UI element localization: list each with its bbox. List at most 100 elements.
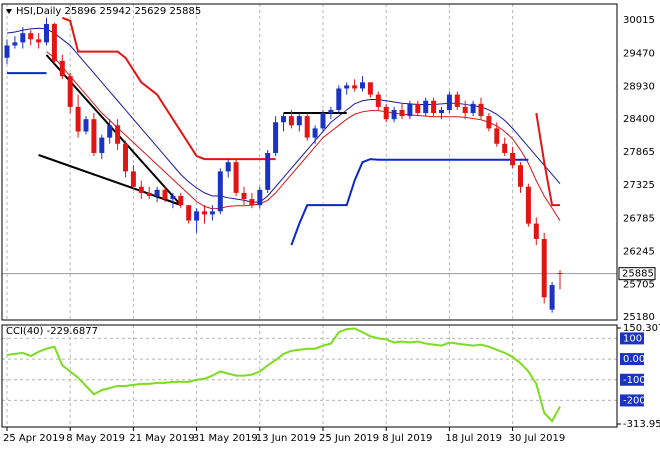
candle-body xyxy=(399,109,405,117)
candle-body xyxy=(217,171,223,212)
last-price-label: 25885 xyxy=(622,269,654,280)
overlay-line xyxy=(61,16,276,161)
candle-body xyxy=(273,122,279,153)
level-label-box xyxy=(620,394,644,407)
candle-body xyxy=(67,76,73,107)
candle-body xyxy=(130,171,136,187)
candle-body xyxy=(20,33,26,43)
candle-body xyxy=(75,106,81,132)
menu-arrow xyxy=(6,9,12,14)
candle-body xyxy=(328,109,334,114)
indicator-frame xyxy=(1,324,618,428)
candle-body xyxy=(225,162,231,172)
candle-body xyxy=(265,152,271,190)
candle-body xyxy=(367,82,373,95)
y-tick-label: 29470 xyxy=(623,48,655,59)
overlay-line xyxy=(290,158,529,246)
x-tick-label: 13 Jun 2019 xyxy=(256,433,316,444)
y-tick-label: 26785 xyxy=(623,213,655,224)
candle-body xyxy=(320,113,326,129)
candle-body xyxy=(383,106,389,120)
candle-body xyxy=(233,162,239,193)
candle-body xyxy=(431,100,437,114)
overlay-line xyxy=(6,27,561,203)
x-tick-label: 8 Jul 2019 xyxy=(382,433,432,444)
y-tick-label: 25180 xyxy=(623,312,655,323)
candle-body xyxy=(533,223,539,239)
candle-body xyxy=(138,186,144,193)
y-tick-label: 25705 xyxy=(623,280,655,291)
candle-body xyxy=(115,125,121,144)
candle-body xyxy=(525,186,531,224)
x-tick-label: 21 May 2019 xyxy=(129,433,194,444)
candle-body xyxy=(257,189,263,206)
candle-body xyxy=(549,285,555,310)
candle-body xyxy=(99,137,105,153)
overlay-line xyxy=(535,112,560,207)
candle-body xyxy=(541,238,547,298)
y-tick-label: -200 xyxy=(623,395,646,406)
candle-body xyxy=(170,195,176,200)
candle-body xyxy=(4,45,10,58)
candle-body xyxy=(336,88,342,110)
candle-body xyxy=(352,85,358,89)
overlay-line xyxy=(46,51,561,221)
candle-body xyxy=(502,143,508,153)
y-tick-label: 27865 xyxy=(623,147,655,158)
level-label-box xyxy=(620,373,644,386)
candle-body xyxy=(83,119,89,132)
candle-body xyxy=(154,189,160,196)
candle-body xyxy=(391,109,397,120)
candle-body xyxy=(288,116,294,126)
x-tick-label: 31 May 2019 xyxy=(193,433,258,444)
y-tick-label: 100 xyxy=(623,333,642,344)
candle-body xyxy=(186,205,192,221)
labels-layer: 30015 29470 28930 28400 27865 27325 26785 26245… xyxy=(3,15,660,444)
candle-body xyxy=(415,103,421,114)
level-label-box xyxy=(620,353,644,366)
candle-body xyxy=(162,189,168,200)
candle-body xyxy=(241,192,247,200)
candle-body xyxy=(478,103,484,117)
candle-body xyxy=(312,128,318,138)
y-tick-label: 27325 xyxy=(623,180,655,191)
candle-body xyxy=(375,94,381,107)
y-tick-label: -100 xyxy=(623,375,646,386)
candle-body xyxy=(462,106,468,114)
main-frame xyxy=(1,3,618,321)
x-tick-label: 30 Jul 2019 xyxy=(509,433,566,444)
candle-body xyxy=(486,116,492,129)
y-tick-label: 0.00 xyxy=(623,354,645,365)
candle-body xyxy=(494,128,500,144)
candle-body xyxy=(123,143,128,172)
candle-body xyxy=(36,39,42,43)
candle-body xyxy=(344,85,350,89)
y-tick-label: 150.3071 xyxy=(623,323,660,334)
x-tick-label: 18 Jul 2019 xyxy=(445,433,502,444)
candle-body xyxy=(51,23,57,61)
candle-body xyxy=(107,125,113,138)
y-tick-label: 26245 xyxy=(623,247,655,258)
y-tick-label: 30015 xyxy=(623,15,655,26)
candle-body xyxy=(439,109,444,114)
indicator-title: CCI(40) -229.6877 xyxy=(6,326,98,337)
candle-body xyxy=(178,195,184,206)
candle-body xyxy=(518,165,523,187)
candle-body xyxy=(423,100,429,114)
y-tick-label: -313.9500 xyxy=(623,419,660,430)
chart-title: HSI,Daily 25896 25942 25629 25885 xyxy=(16,6,201,17)
candle-body xyxy=(209,211,215,215)
y-tick-label: 28930 xyxy=(623,82,655,93)
candle-body xyxy=(202,211,207,215)
candle-body xyxy=(296,116,302,126)
grid-layer xyxy=(2,4,621,427)
x-tick-label: 25 Apr 2019 xyxy=(3,433,65,444)
indicator-line xyxy=(6,327,561,423)
candle-body xyxy=(91,119,97,153)
candle-body xyxy=(407,103,413,117)
candle-body xyxy=(249,199,255,206)
candle-body xyxy=(28,33,34,40)
candle-body xyxy=(557,273,563,275)
